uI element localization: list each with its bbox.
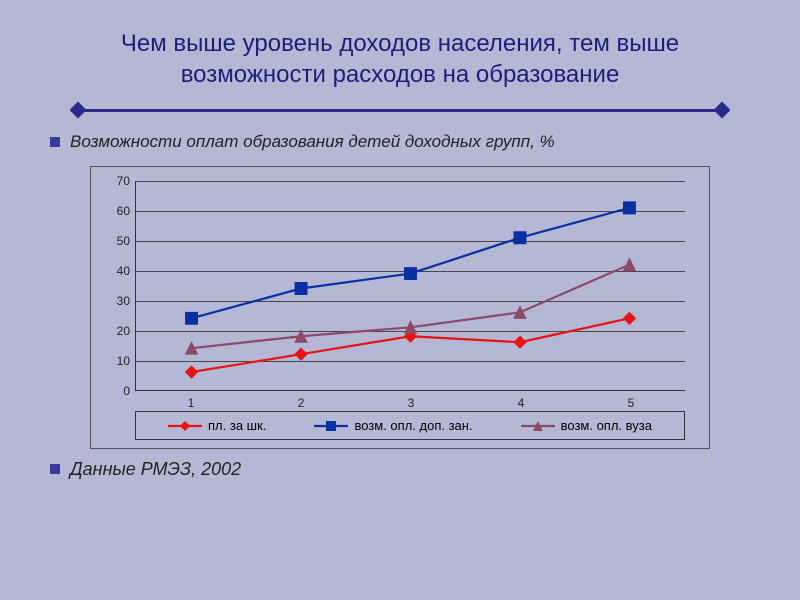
source-row: Данные РМЭЗ, 2002 (50, 459, 750, 480)
marker-additional_classes (186, 313, 198, 325)
divider-diamond-right (714, 102, 731, 119)
y-tick-label: 10 (117, 354, 130, 368)
legend-item-paid_school: пл. за шк. (168, 418, 266, 433)
legend: пл. за шк. возм. опл. доп. зан. возм. опл.… (135, 411, 685, 440)
x-tick-label: 2 (298, 396, 305, 410)
y-tick-label: 50 (117, 234, 130, 248)
bullet-icon (50, 464, 60, 474)
marker-paid_school (514, 337, 526, 349)
chart-box: 01020304050607012345 пл. за шк.возм. опл… (90, 166, 710, 449)
marker-additional_classes (514, 232, 526, 244)
marker-additional_classes (405, 268, 417, 280)
x-tick-label: 3 (408, 396, 415, 410)
source-text: Данные РМЭЗ, 2002 (70, 459, 241, 480)
legend-item-university: возм. опл. вуза (521, 418, 652, 433)
legend-swatch-additional_classes (314, 419, 348, 433)
plot-area: 01020304050607012345 (135, 181, 685, 391)
marker-additional_classes (623, 202, 635, 214)
y-tick-label: 30 (117, 294, 130, 308)
divider-line (78, 109, 722, 112)
y-tick-label: 20 (117, 324, 130, 338)
slide: Чем выше уровень доходов населения, тем … (0, 0, 800, 600)
series-svg (136, 181, 685, 390)
subtitle-row: Возможности оплат образования детей дохо… (50, 132, 750, 152)
bullet-icon (50, 137, 60, 147)
y-tick-label: 60 (117, 204, 130, 218)
page-title: Чем выше уровень доходов населения, тем … (50, 28, 750, 90)
series-line-additional_classes (192, 208, 630, 318)
y-tick-label: 70 (117, 174, 130, 188)
marker-additional_classes (295, 283, 307, 295)
divider (70, 102, 730, 118)
x-tick-label: 4 (518, 396, 525, 410)
y-tick-label: 40 (117, 264, 130, 278)
chart-subtitle: Возможности оплат образования детей дохо… (70, 132, 555, 152)
x-tick-label: 5 (628, 396, 635, 410)
legend-swatch-university (521, 419, 555, 433)
x-tick-label: 1 (188, 396, 195, 410)
legend-item-additional_classes: возм. опл. доп. зан. (314, 418, 472, 433)
chart-container: 01020304050607012345 пл. за шк.возм. опл… (90, 166, 750, 449)
marker-university (623, 259, 635, 271)
marker-paid_school (186, 366, 198, 378)
marker-paid_school (623, 313, 635, 325)
legend-label-additional_classes: возм. опл. доп. зан. (354, 418, 472, 433)
legend-swatch-paid_school (168, 419, 202, 433)
legend-label-paid_school: пл. за шк. (208, 418, 266, 433)
legend-label-university: возм. опл. вуза (561, 418, 652, 433)
marker-paid_school (295, 349, 307, 361)
y-tick-label: 0 (123, 384, 130, 398)
